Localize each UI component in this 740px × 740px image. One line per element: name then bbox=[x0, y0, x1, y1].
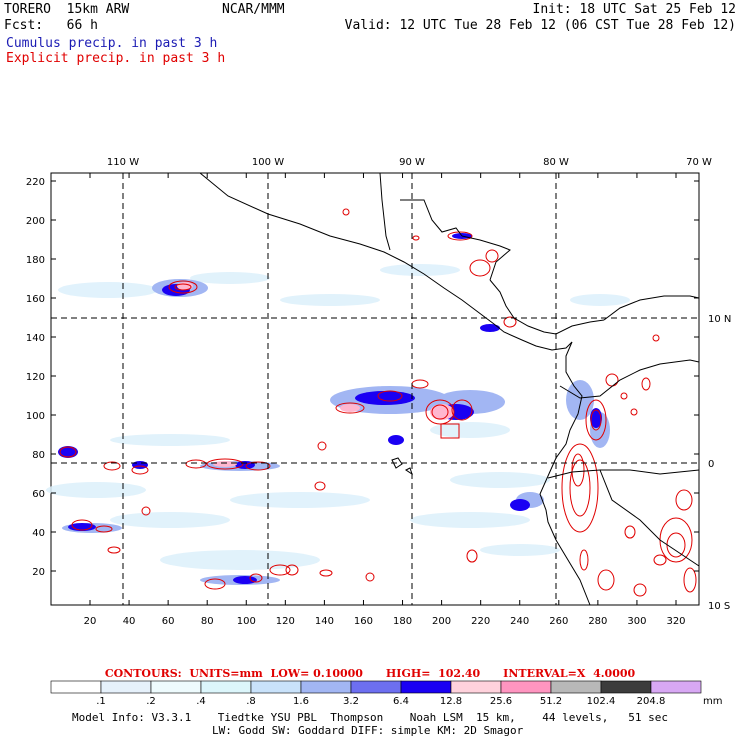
colorbar-label: .4 bbox=[196, 696, 206, 707]
lat-label: 0 bbox=[708, 459, 714, 470]
colorbar-label: 6.4 bbox=[393, 696, 409, 707]
forecast-hour: Fcst: 66 h bbox=[4, 18, 98, 33]
x-tick-label: 280 bbox=[588, 616, 607, 627]
y-tick-label: 40 bbox=[32, 528, 45, 539]
colorbar: .1 .2 .4 .8 1.6 3.2 6.4 12.8 25.6 51.2 102.4 204.8 m… bbox=[50, 680, 722, 707]
colorbar-swatch bbox=[100, 680, 152, 694]
y-tick-label: 160 bbox=[26, 294, 45, 305]
x-tick-label: 260 bbox=[549, 616, 568, 627]
colorbar-label: 1.6 bbox=[293, 696, 309, 707]
cumulus-legend: Cumulus precip. in past 3 h bbox=[6, 36, 218, 51]
colorbar-label: 25.6 bbox=[490, 696, 512, 707]
colorbar-label: 12.8 bbox=[440, 696, 462, 707]
colorbar-label: .8 bbox=[246, 696, 256, 707]
lon-label: 110 W bbox=[107, 157, 139, 168]
colorbar-swatch bbox=[450, 680, 502, 694]
colorbar-swatch bbox=[150, 680, 202, 694]
x-tick-label: 100 bbox=[237, 616, 256, 627]
y-tick-label: 20 bbox=[32, 567, 45, 578]
y-tick-label: 140 bbox=[26, 333, 45, 344]
colorbar-swatch bbox=[250, 680, 302, 694]
colorbar-swatch bbox=[550, 680, 602, 694]
y-tick-label: 100 bbox=[26, 411, 45, 422]
lon-label: 70 W bbox=[686, 157, 712, 168]
x-tick-label: 320 bbox=[666, 616, 685, 627]
y-tick-label: 120 bbox=[26, 372, 45, 383]
colorbar-label: .1 bbox=[96, 696, 106, 707]
y-tick-label: 180 bbox=[26, 255, 45, 266]
lon-label: 80 W bbox=[543, 157, 569, 168]
x-tick-label: 80 bbox=[201, 616, 214, 627]
x-tick-label: 300 bbox=[627, 616, 646, 627]
x-tick-label: 120 bbox=[276, 616, 295, 627]
y-tick-label: 80 bbox=[32, 450, 45, 461]
colorbar-label: 204.8 bbox=[637, 696, 666, 707]
colorbar-label: 3.2 bbox=[343, 696, 359, 707]
explicit-legend: Explicit precip. in past 3 h bbox=[6, 51, 226, 66]
colorbar-label: 51.2 bbox=[540, 696, 562, 707]
x-tick-label: 40 bbox=[123, 616, 136, 627]
colorbar-swatch bbox=[600, 680, 652, 694]
x-tick-label: 200 bbox=[432, 616, 451, 627]
x-tick-label: 220 bbox=[471, 616, 490, 627]
lat-label: 10 N bbox=[708, 314, 731, 325]
x-tick-label: 60 bbox=[162, 616, 175, 627]
colorbar-label: 102.4 bbox=[587, 696, 616, 707]
model-info-line1: Model Info: V3.3.1 Tiedtke YSU PBL Thomp… bbox=[72, 711, 669, 724]
organization: NCAR/MMM bbox=[222, 2, 285, 17]
colorbar-swatch bbox=[200, 680, 252, 694]
lat-lon-grid bbox=[51, 173, 699, 605]
x-tick-label: 160 bbox=[354, 616, 373, 627]
colorbar-unit: mm bbox=[703, 696, 722, 707]
colorbar-swatch bbox=[400, 680, 452, 694]
colorbar-swatch bbox=[50, 680, 102, 694]
valid-time: Valid: 12 UTC Tue 28 Feb 12 (06 CST Tue … bbox=[344, 18, 736, 33]
colorbar-swatch bbox=[350, 680, 402, 694]
x-tick-label: 140 bbox=[315, 616, 334, 627]
model-title: TORERO 15km ARW bbox=[4, 2, 130, 17]
x-tick-label: 20 bbox=[84, 616, 97, 627]
y-tick-label: 60 bbox=[32, 489, 45, 500]
y-tick-label: 220 bbox=[26, 177, 45, 188]
colorbar-label: .2 bbox=[146, 696, 156, 707]
colorbar-swatch bbox=[500, 680, 552, 694]
colorbar-swatch bbox=[300, 680, 352, 694]
lat-label: 10 S bbox=[708, 601, 730, 612]
contour-info: CONTOURS: UNITS=mm LOW= 0.10000 HIGH= 10… bbox=[104, 667, 636, 680]
y-tick-label: 200 bbox=[26, 216, 45, 227]
lon-label: 100 W bbox=[252, 157, 284, 168]
x-tick-label: 240 bbox=[510, 616, 529, 627]
explicit-precip-contours bbox=[59, 208, 697, 597]
model-info-line2: LW: Godd SW: Goddard DIFF: simple KM: 2D… bbox=[212, 724, 524, 737]
init-time: Init: 18 UTC Sat 25 Feb 12 bbox=[532, 2, 737, 17]
colorbar-swatch bbox=[650, 680, 702, 694]
lon-label: 90 W bbox=[399, 157, 425, 168]
x-tick-label: 180 bbox=[393, 616, 412, 627]
